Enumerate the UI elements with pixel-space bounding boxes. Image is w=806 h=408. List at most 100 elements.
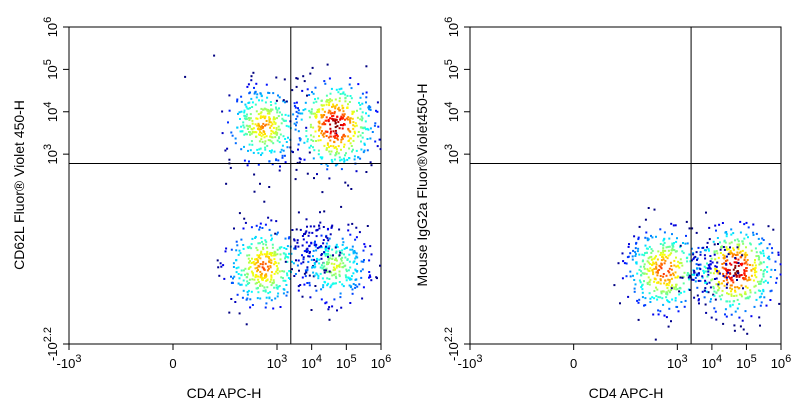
event-dot [338,273,341,276]
event-dot [347,116,350,119]
event-dot [242,244,245,246]
event-dot [255,82,258,85]
event-dot [727,293,730,296]
event-dot [725,269,728,272]
event-dot [261,278,264,281]
event-dot [240,269,243,272]
event-dot [339,93,342,95]
event-dot [354,238,357,241]
event-dot [308,94,311,96]
event-dot [319,266,322,269]
event-dot [277,94,279,97]
event-dot [370,279,373,282]
event-dot [352,139,355,142]
event-dot [739,325,742,328]
event-dot [655,255,657,258]
event-dot [669,261,672,264]
event-dot [282,135,285,138]
event-dot [332,282,335,285]
event-dot [704,281,707,284]
event-dot [657,281,660,284]
event-dot [338,275,341,278]
event-dot [339,124,342,126]
event-dot [663,314,666,317]
event-dot [260,250,263,253]
event-dot [343,265,346,268]
event-dot [275,286,278,289]
event-dot [278,169,281,172]
event-dot [260,94,263,97]
event-dot [671,298,674,301]
event-dot [350,188,353,190]
event-dot [279,151,282,154]
event-dot [312,135,315,138]
event-dot [666,299,669,302]
event-dot [667,249,670,252]
event-dot [336,309,338,312]
event-dot [678,266,681,269]
event-dot [252,261,255,263]
event-dot [325,100,328,103]
event-dot [745,267,747,270]
event-dot [722,272,725,275]
event-dot [254,267,257,270]
event-dot [270,284,273,287]
event-dot [706,246,708,249]
event-dot [326,100,329,103]
event-dot [235,240,238,243]
event-dot [249,298,252,301]
plot-frame-left [68,26,382,345]
event-dot [243,114,246,117]
event-dot [377,125,380,128]
event-dot [256,254,259,257]
event-dot [287,256,290,259]
event-dot [261,284,264,287]
event-dot [285,141,288,143]
event-dot [712,293,715,296]
event-dot [303,233,305,236]
event-dot [250,79,253,82]
event-dot [750,269,753,272]
event-dot [349,233,352,236]
event-dot [312,126,315,129]
event-dot [755,255,758,258]
event-dot [681,264,684,267]
event-dot [244,103,247,106]
event-dot [712,287,715,290]
event-dot [368,271,371,273]
event-dot [638,225,641,228]
event-dot [299,139,302,142]
event-dot [339,262,342,265]
event-dot [256,148,259,151]
event-dot [723,248,726,251]
event-dot [275,133,278,136]
event-dot [272,116,275,119]
event-dot [338,264,341,267]
event-dot [658,264,661,267]
event-dot [687,273,690,276]
event-dot [237,266,240,269]
event-dot [357,156,360,159]
event-dot [662,256,665,259]
event-dot [348,260,351,263]
event-dot [728,300,731,303]
event-dot [238,111,241,114]
event-dot [315,100,318,103]
event-dot [670,249,673,252]
event-dot [270,234,273,237]
event-dot [269,126,272,129]
event-dot [258,148,261,151]
event-dot [710,316,713,319]
event-dot [632,249,635,252]
x-tick-label: 103 [667,353,688,371]
event-dot [309,296,312,299]
event-dot [259,275,262,278]
event-dot [649,297,652,300]
event-dot [281,113,283,116]
event-dot [334,134,337,137]
event-dot [754,264,757,267]
event-dot [306,138,309,141]
event-dot [265,108,268,111]
event-dot [308,284,311,287]
event-dot [732,232,735,235]
